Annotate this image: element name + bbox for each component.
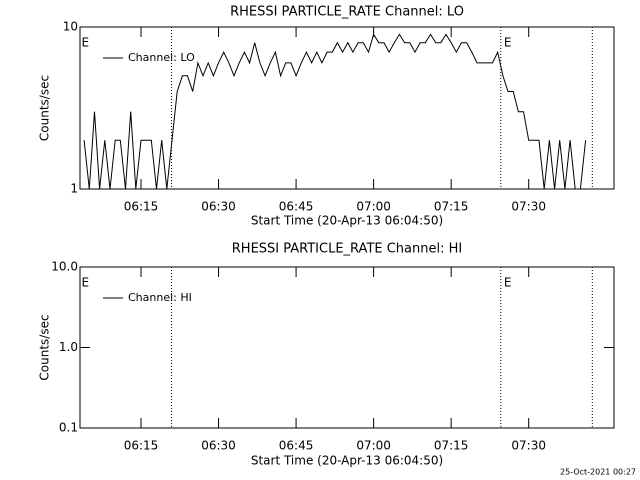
chart-title: RHESSI PARTICLE_RATE Channel: HI: [232, 242, 462, 257]
x-axis-label: Start Time (20-Apr-13 06:04:50): [251, 214, 443, 228]
event-flag: E: [504, 36, 512, 50]
y-tick-label: 1.0: [59, 340, 78, 354]
event-flag: E: [82, 276, 90, 290]
y-axis-label: Counts/sec: [38, 314, 52, 380]
legend-label: Channel: LO: [128, 51, 195, 64]
event-flag: E: [504, 276, 512, 290]
x-tick-label: 07:15: [434, 200, 469, 214]
x-tick-label: 07:30: [511, 439, 546, 453]
y-tick-label: 1: [70, 182, 78, 196]
x-tick-label: 07:15: [434, 439, 469, 453]
y-axis-label: Counts/sec: [38, 75, 52, 141]
x-tick-label: 06:15: [124, 200, 159, 214]
data-line: [83, 33, 587, 190]
plot-frame: [79, 26, 615, 190]
y-tick-label: 0.1: [59, 421, 78, 435]
x-axis-label: Start Time (20-Apr-13 06:04:50): [251, 454, 443, 468]
x-tick-label: 06:30: [201, 439, 236, 453]
x-tick-label: 06:45: [279, 439, 314, 453]
x-tick-label: 06:15: [124, 439, 159, 453]
y-tick-label: 10: [63, 20, 78, 34]
footer: 25-Oct-2021 00:27: [560, 468, 636, 477]
x-tick-label: 06:30: [201, 200, 236, 214]
chart-title: RHESSI PARTICLE_RATE Channel: LO: [230, 5, 464, 20]
event-flag: E: [82, 36, 90, 50]
x-tick-label: 07:00: [356, 200, 391, 214]
x-tick-label: 06:45: [279, 200, 314, 214]
x-tick-label: 07:30: [511, 200, 546, 214]
y-tick-label: 10.0: [51, 260, 78, 274]
x-tick-label: 07:00: [356, 439, 391, 453]
legend-label: Channel: HI: [128, 291, 192, 304]
